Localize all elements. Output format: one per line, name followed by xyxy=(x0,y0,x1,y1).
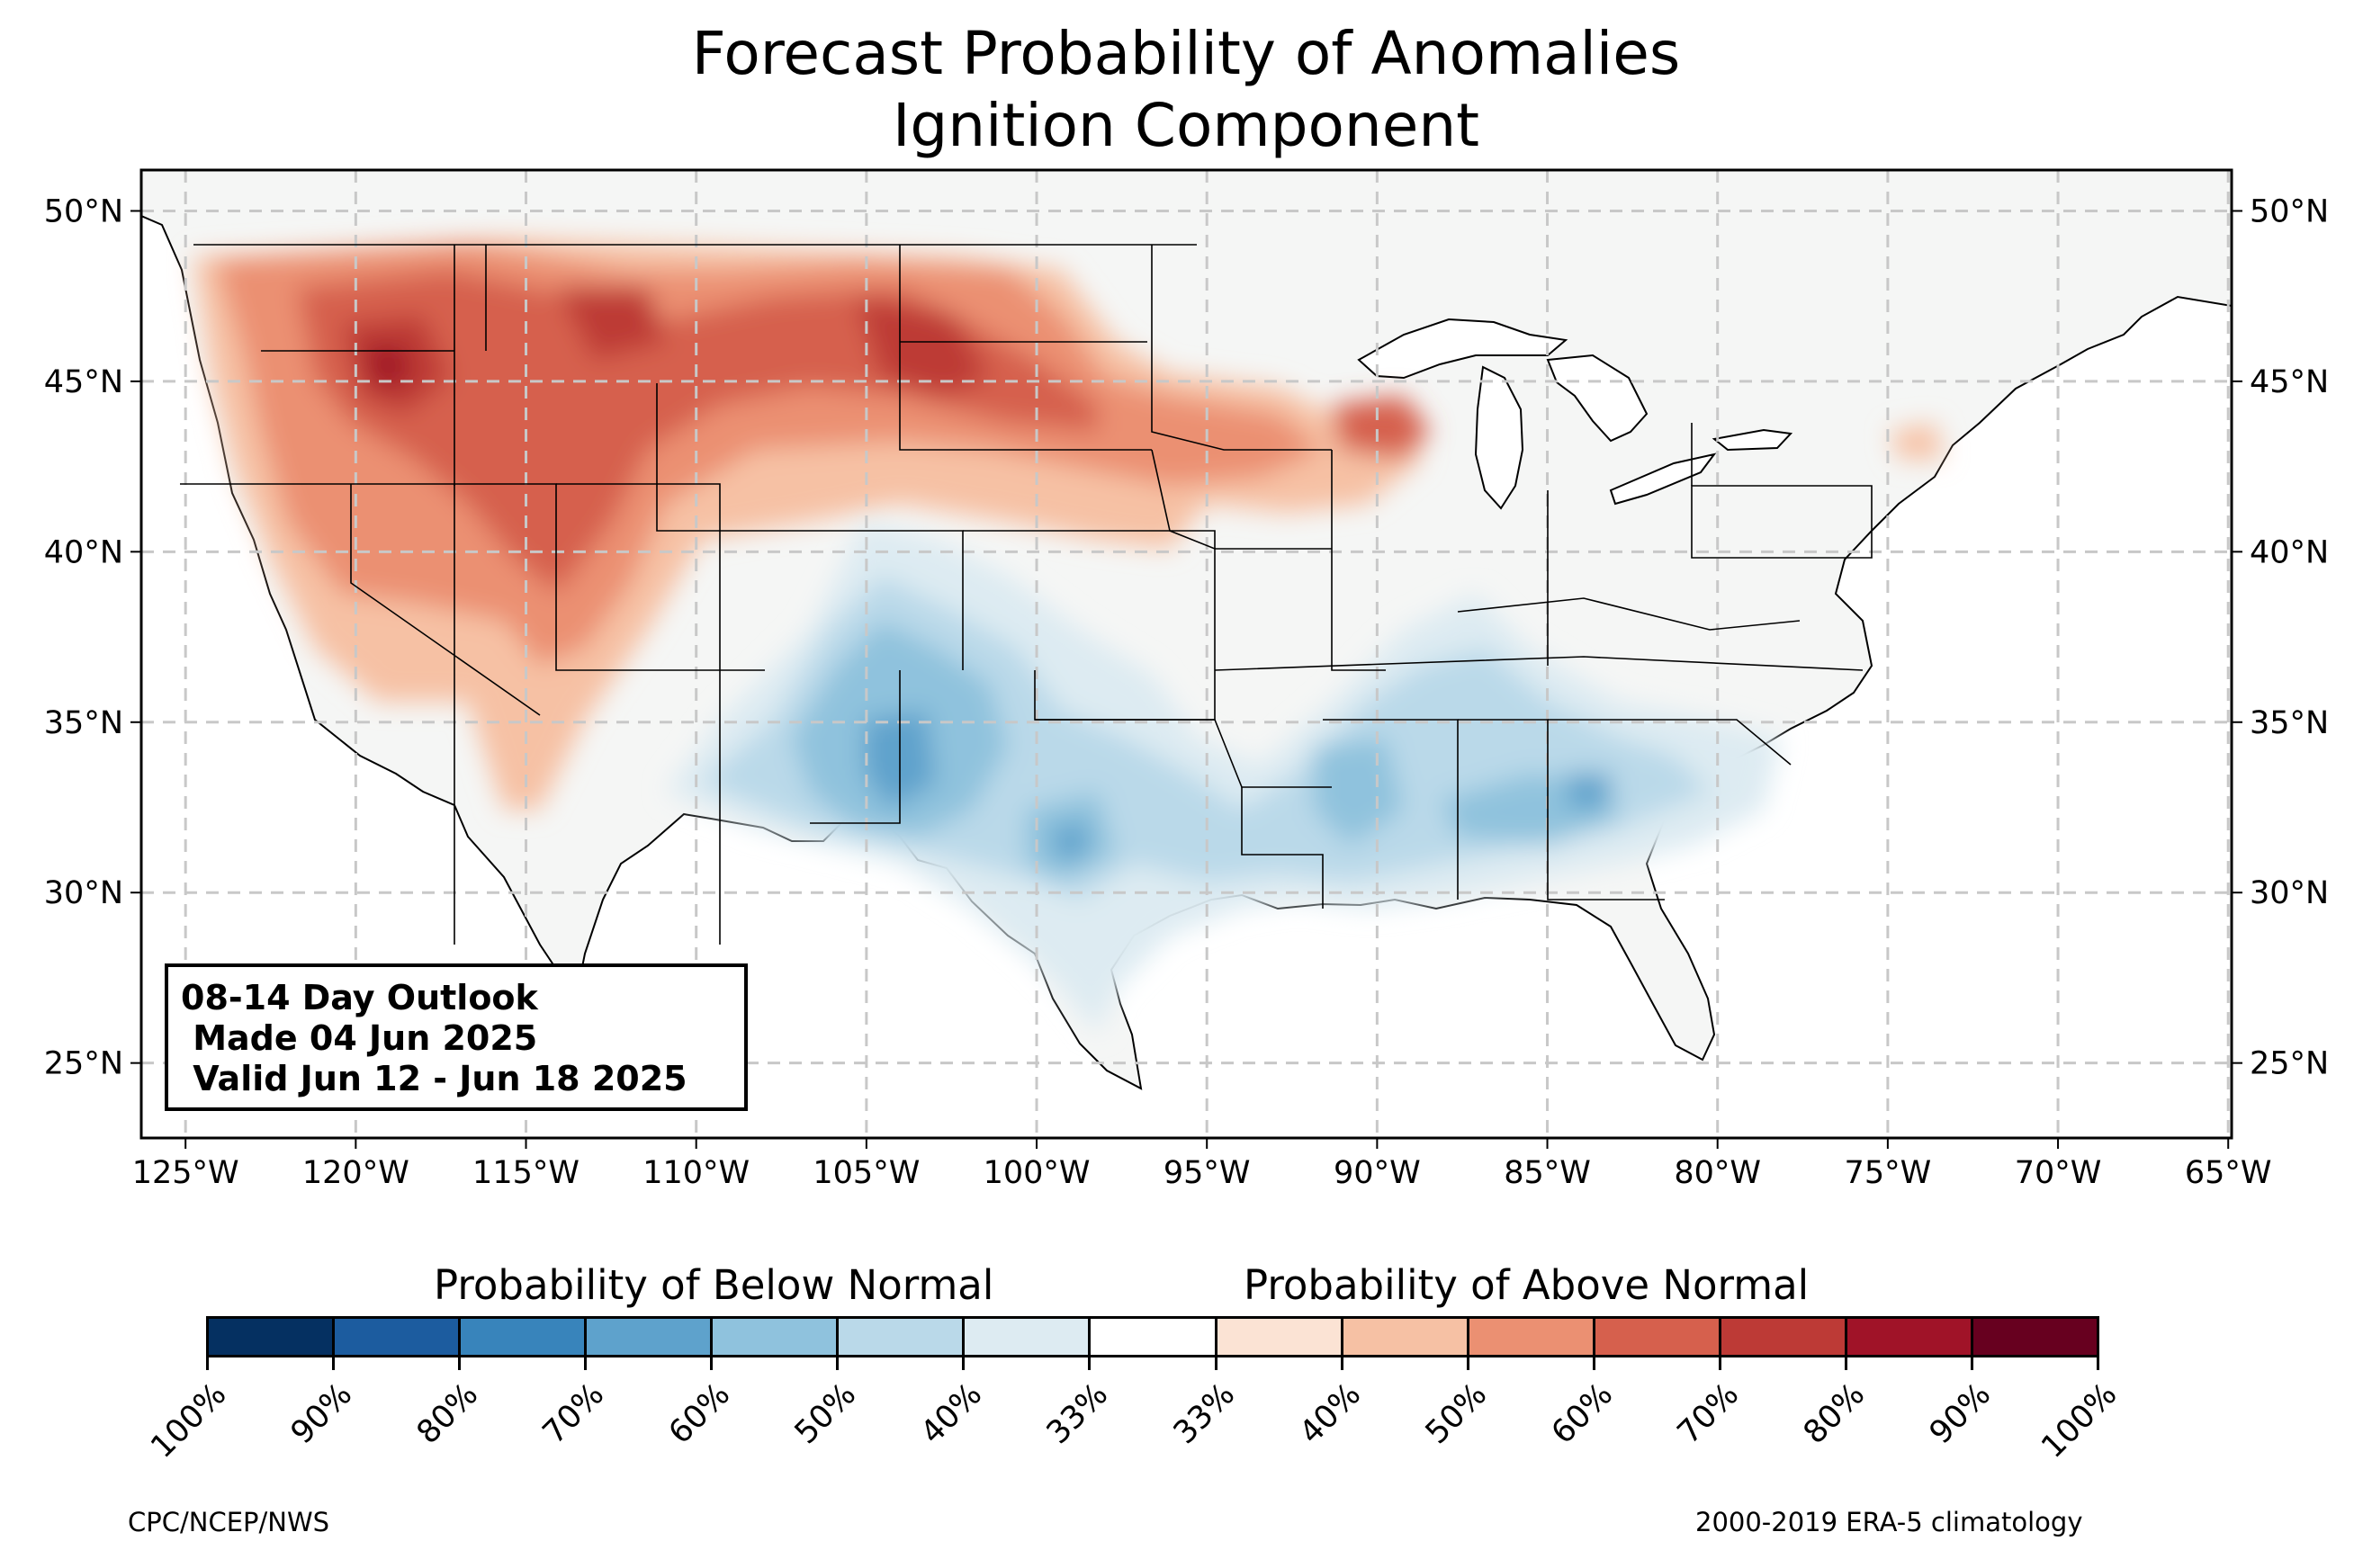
lon-tick-label: 120°W xyxy=(302,1155,409,1191)
lake-michigan xyxy=(1474,365,1524,510)
colorbar-tick xyxy=(1844,1357,1847,1370)
colorbar-tick xyxy=(458,1357,462,1370)
lat-tick-label-left: 35°N xyxy=(44,705,123,741)
colorbar-segment xyxy=(1595,1319,1721,1355)
lon-tick-label: 85°W xyxy=(1504,1155,1591,1191)
longitude-axis: 125°W 120°W 115°W 110°W 105°W 100°W 95°W 90°W 85… xyxy=(132,1138,2272,1191)
credit-climatology: 2000-2019 ERA-5 climatology xyxy=(1695,1507,2083,1537)
colorbar-segment xyxy=(839,1319,966,1355)
lon-tick-label: 95°W xyxy=(1164,1155,1251,1191)
colorbar-segment xyxy=(1721,1319,1847,1355)
colorbar-segment xyxy=(461,1319,588,1355)
credit-agency: CPC/NCEP/NWS xyxy=(128,1507,330,1537)
lat-tick-label-left: 45°N xyxy=(44,364,123,400)
colorbar-tick xyxy=(836,1357,840,1370)
lon-tick-label: 80°W xyxy=(1674,1155,1761,1191)
latitude-axis-right: 50°N 45°N 40°N 35°N 30°N 25°N xyxy=(2232,193,2329,1082)
lat-tick-label-right: 45°N xyxy=(2250,364,2329,400)
lake-ontario xyxy=(1712,428,1793,452)
latitude-axis-left: 50°N 45°N 40°N 35°N 30°N 25°N xyxy=(44,193,141,1082)
colorbar-tick xyxy=(1466,1357,1469,1370)
colorbar-tick xyxy=(1592,1357,1595,1370)
probability-colorbar xyxy=(206,1316,2099,1357)
lon-tick-label: 90°W xyxy=(1334,1155,1421,1191)
lat-tick-label-right: 35°N xyxy=(2250,705,2329,741)
colorbar-segment xyxy=(713,1319,840,1355)
lon-tick-label: 115°W xyxy=(472,1155,580,1191)
colorbar-tick xyxy=(332,1357,336,1370)
lon-tick-label: 75°W xyxy=(1845,1155,1932,1191)
lake-erie xyxy=(1609,452,1717,506)
colorbar-segment xyxy=(1343,1319,1469,1355)
colorbar-tick xyxy=(1088,1357,1092,1370)
colorbar-tick xyxy=(962,1357,966,1370)
lat-tick-label-left: 30°N xyxy=(44,875,123,911)
state-boundaries xyxy=(180,244,1873,945)
lon-tick-label: 125°W xyxy=(132,1155,239,1191)
colorbar-segment xyxy=(1217,1319,1343,1355)
colorbar-above-label: Probability of Above Normal xyxy=(1244,1261,1810,1309)
lon-tick-label: 110°W xyxy=(642,1155,750,1191)
lat-tick-label-right: 50°N xyxy=(2250,193,2329,229)
title-line-2: Ignition Component xyxy=(892,91,1480,160)
colorbar-tick xyxy=(206,1357,209,1370)
lon-tick-label: 70°W xyxy=(2015,1155,2102,1191)
lon-tick-label: 100°W xyxy=(984,1155,1091,1191)
outlook-valid-dates: Valid Jun 12 - Jun 18 2025 xyxy=(181,1059,687,1098)
lat-tick-label-right: 30°N xyxy=(2250,875,2329,911)
map-title: Forecast Probability of Anomalies Igniti… xyxy=(0,18,2372,162)
colorbar-tick xyxy=(2097,1357,2099,1370)
colorbar-segment xyxy=(209,1319,336,1355)
colorbar-tick xyxy=(1718,1357,1721,1370)
colorbar-tick xyxy=(1970,1357,1973,1370)
colorbar-segment xyxy=(587,1319,714,1355)
colorbar-tick xyxy=(710,1357,714,1370)
colorbar-tick xyxy=(584,1357,588,1370)
lat-tick-label-left: 25°N xyxy=(44,1046,123,1082)
lon-tick-label: 105°W xyxy=(813,1155,920,1191)
colorbar-segment xyxy=(1091,1319,1217,1355)
colorbar-segment xyxy=(335,1319,462,1355)
colorbar-tick xyxy=(1340,1357,1343,1370)
lat-tick-label-left: 40°N xyxy=(44,534,123,570)
colorbar-segment xyxy=(1846,1319,1973,1355)
title-line-1: Forecast Probability of Anomalies xyxy=(691,19,1681,88)
outlook-info-box: 08-14 Day Outlook Made 04 Jun 2025 Valid… xyxy=(165,963,748,1111)
colorbar-segment xyxy=(965,1319,1092,1355)
colorbar-segment xyxy=(1469,1319,1595,1355)
outlook-made-date: Made 04 Jun 2025 xyxy=(181,1018,538,1058)
colorbar-below-label: Probability of Below Normal xyxy=(434,1261,994,1309)
outlook-period: 08-14 Day Outlook xyxy=(181,978,538,1017)
lat-tick-label-right: 40°N xyxy=(2250,534,2329,570)
lat-tick-label-left: 50°N xyxy=(44,193,123,229)
map-frame xyxy=(139,168,2233,1140)
lat-tick-label-right: 25°N xyxy=(2250,1046,2329,1082)
colorbar-tick xyxy=(1214,1357,1217,1370)
colorbar-segment xyxy=(1972,1319,2097,1355)
lake-huron xyxy=(1546,354,1649,443)
lon-tick-label: 65°W xyxy=(2185,1155,2272,1191)
